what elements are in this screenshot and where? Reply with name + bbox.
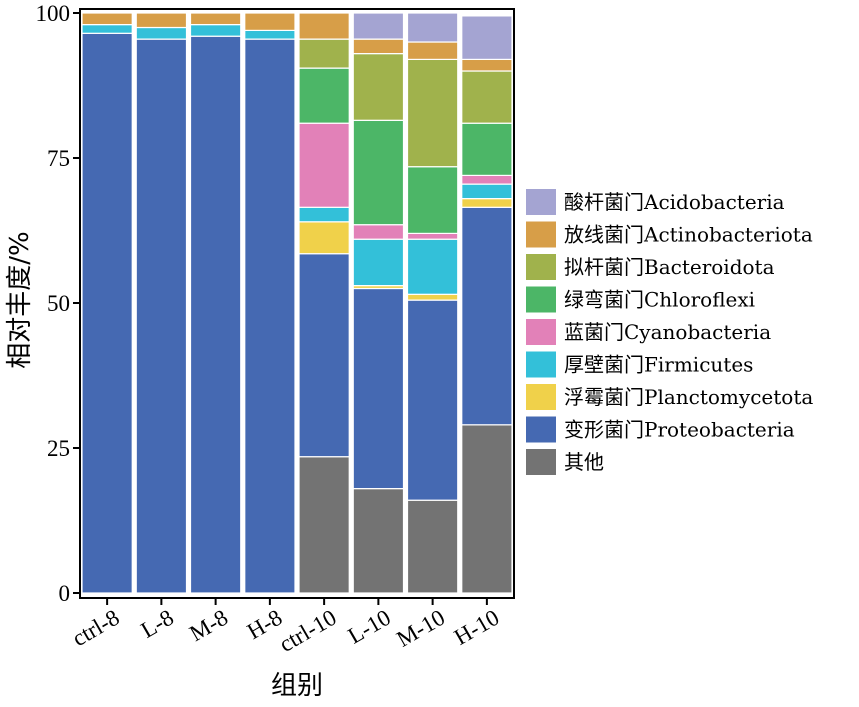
bar-segment-ctrl-10-s0 (298, 456, 350, 594)
bar-segment-M-10-s5 (406, 166, 459, 234)
x-tick-label-ctrl-10: ctrl-10 (275, 605, 341, 657)
bar-segment-L-10-s8 (352, 12, 405, 40)
legend-swatch (526, 449, 556, 475)
bar-segment-H-10-s6 (461, 70, 513, 124)
bar-segment-ctrl-10-s7 (298, 12, 350, 40)
bar-segment-L-10-s0 (352, 488, 405, 594)
legend-label: 放线菌门Actinobacteriota (564, 223, 813, 247)
y-tick-label: 50 (47, 291, 70, 316)
bar-segment-H-10-s8 (461, 15, 513, 60)
legend-swatch (526, 416, 556, 443)
bars-group (81, 12, 513, 594)
x-tick-label-H-10: H-10 (450, 605, 503, 650)
bar-segment-L-8-s3 (135, 26, 188, 40)
legend-swatch (526, 254, 556, 280)
bar-segment-M-10-s2 (406, 293, 459, 301)
legend-swatch (526, 221, 556, 248)
x-axis-title: 组别 (271, 671, 323, 701)
bar-segment-ctrl-10-s2 (298, 221, 350, 255)
bar-segment-M-8-s7 (189, 12, 242, 26)
legend-label: 蓝菌门Cyanobacteria (564, 320, 771, 344)
bar-segment-ctrl-10-s3 (298, 206, 350, 223)
y-axis-title: 相对丰度/% (5, 231, 35, 368)
y-tick-label: 0 (59, 581, 71, 606)
y-axis: 0 25 50 75 100 (36, 1, 80, 606)
legend-label: 厚壁菌门Firmicutes (564, 353, 753, 377)
legend-label: 其他 (564, 450, 604, 474)
bar-segment-L-10-s5 (352, 119, 405, 226)
bar-segment-ctrl-10-s6 (298, 38, 350, 69)
x-tick-label-ctrl-8: ctrl-8 (68, 605, 124, 652)
bar-segment-ctrl-8-s3 (81, 24, 133, 34)
bar-segment-H-10-s5 (461, 122, 513, 176)
x-tick-label-L-10: L-10 (344, 605, 395, 649)
legend-label: 绿弯菌门Chloroflexi (564, 288, 755, 312)
bar-segment-M-10-s7 (406, 41, 459, 60)
bar-segment-ctrl-10-s1 (298, 253, 350, 458)
legend-label: 酸杆菌门Acidobacteria (564, 190, 785, 214)
bar-segment-L-8-s7 (135, 12, 188, 29)
x-tick-label-L-8: L-8 (137, 605, 178, 643)
legend-label: 变形菌门Proteobacteria (564, 418, 795, 442)
bar-segment-L-8-s1 (135, 38, 188, 594)
bar-segment-H-10-s2 (461, 198, 513, 208)
bar-segment-M-10-s3 (406, 238, 459, 295)
legend-swatch (526, 286, 556, 313)
bar-segment-L-10-s6 (352, 52, 405, 121)
legend-swatch (526, 384, 556, 410)
bar-segment-M-8-s1 (189, 35, 242, 594)
y-tick-label: 75 (47, 146, 70, 171)
bar-segment-H-10-s4 (461, 174, 513, 185)
bar-segment-L-10-s1 (352, 287, 405, 490)
y-tick-label: 25 (47, 436, 70, 461)
legend-label: 浮霉菌门Planctomycetota (564, 385, 813, 409)
bar-segment-M-10-s6 (406, 58, 459, 168)
bar-segment-L-10-s7 (352, 38, 405, 55)
bar-segment-M-10-s4 (406, 232, 459, 240)
y-tick-label: 100 (36, 1, 71, 26)
bar-segment-H-10-s1 (461, 206, 513, 426)
legend-swatch (526, 189, 556, 215)
bar-segment-M-10-s1 (406, 299, 459, 501)
bar-segment-M-8-s3 (189, 24, 242, 37)
bar-segment-H-10-s3 (461, 183, 513, 200)
bar-segment-ctrl-8-s1 (81, 32, 133, 594)
x-tick-label-M-8: M-8 (185, 605, 232, 646)
legend: 酸杆菌门Acidobacteria 放线菌门Actinobacteriota 拟杆菌… (526, 189, 813, 475)
x-tick-label-M-10: M-10 (392, 605, 449, 652)
bar-segment-ctrl-8-s7 (81, 12, 133, 26)
bar-segment-ctrl-10-s4 (298, 122, 350, 208)
bar-segment-H-8-s7 (244, 12, 296, 31)
bar-segment-ctrl-10-s5 (298, 67, 350, 124)
bar-segment-L-10-s3 (352, 238, 405, 287)
bar-segment-M-10-s8 (406, 12, 459, 43)
legend-swatch (526, 319, 556, 345)
bar-segment-L-10-s4 (352, 224, 405, 240)
legend-label: 拟杆菌门Bacteroidota (564, 255, 775, 279)
bar-segment-H-10-s7 (461, 58, 513, 72)
bar-segment-H-10-s0 (461, 424, 513, 594)
bar-segment-H-8-s3 (244, 29, 296, 40)
legend-swatch (526, 351, 556, 378)
bar-segment-M-10-s0 (406, 499, 459, 594)
bar-segment-H-8-s1 (244, 38, 296, 594)
